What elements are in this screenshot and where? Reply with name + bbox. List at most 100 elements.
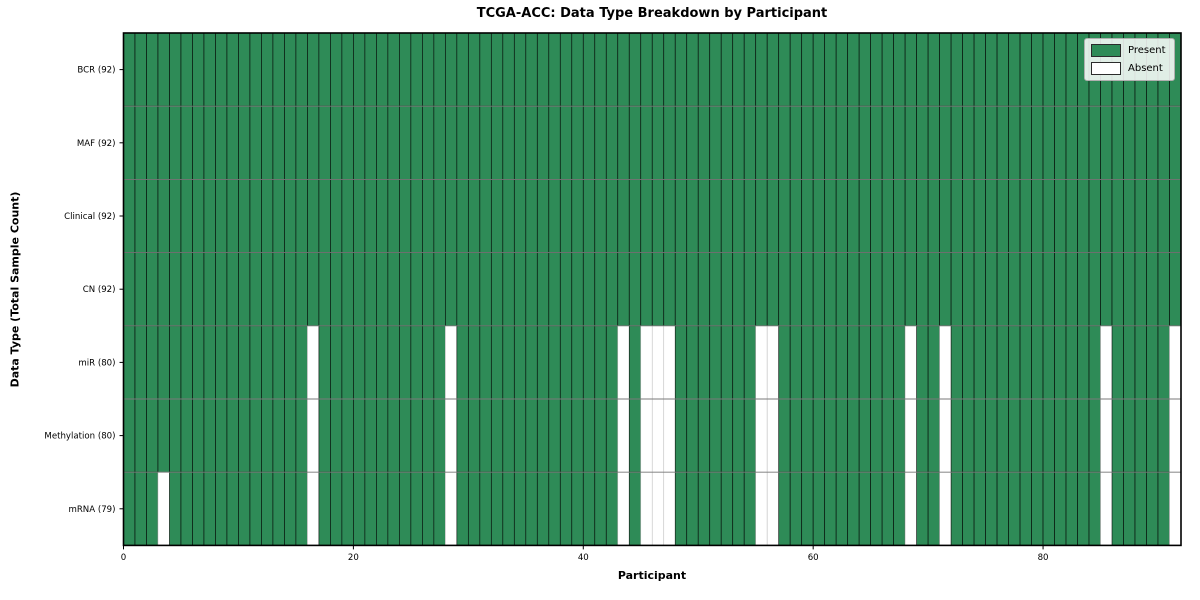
heatmap-cell <box>1065 179 1078 253</box>
heatmap-cell <box>1146 398 1159 473</box>
heatmap-cell <box>353 325 366 400</box>
heatmap-cell <box>330 179 343 253</box>
heatmap-cell <box>1146 471 1159 546</box>
heatmap-cell <box>180 398 193 473</box>
heatmap-cell <box>318 179 331 253</box>
heatmap-cell <box>571 325 584 400</box>
heatmap-cell <box>732 105 745 180</box>
heatmap-cell <box>571 252 584 327</box>
heatmap-cell <box>422 398 435 473</box>
heatmap-cell <box>778 105 791 180</box>
heatmap-cell <box>732 32 745 107</box>
heatmap-cell <box>444 105 458 180</box>
heatmap-cell <box>157 252 170 327</box>
heatmap-cell <box>847 32 860 107</box>
heatmap-cell <box>422 179 435 253</box>
heatmap-cell <box>330 32 343 107</box>
heatmap-cell <box>502 252 515 327</box>
heatmap-cell <box>674 179 688 253</box>
heatmap-cell <box>180 471 193 546</box>
heatmap-cell <box>433 325 446 400</box>
heatmap-cell <box>376 471 389 546</box>
heatmap-cell <box>605 398 619 473</box>
heatmap-cell <box>261 252 274 327</box>
heatmap-cell <box>1134 325 1147 400</box>
heatmap-cell <box>502 398 515 473</box>
heatmap-cell <box>651 179 665 253</box>
heatmap-cell <box>559 105 573 180</box>
heatmap-cell <box>1065 325 1078 400</box>
heatmap-cell <box>261 398 274 473</box>
heatmap-cell <box>881 325 894 400</box>
heatmap-cell <box>330 398 343 473</box>
heatmap-cell <box>812 252 826 327</box>
x-tick-label: 80 <box>1038 553 1049 563</box>
heatmap-cell <box>169 105 182 180</box>
heatmap-cell <box>387 179 400 253</box>
heatmap-cell <box>399 32 412 107</box>
heatmap-cell <box>548 398 561 473</box>
heatmap-cell <box>651 325 665 400</box>
heatmap-cell <box>996 32 1009 107</box>
heatmap-cell <box>330 105 343 180</box>
heatmap-cell <box>1008 325 1021 400</box>
chart-title: TCGA-ACC: Data Type Breakdown by Partici… <box>476 6 828 21</box>
heatmap-cell <box>479 398 492 473</box>
heatmap-cell <box>824 252 837 327</box>
heatmap-cell <box>479 105 492 180</box>
heatmap-cell <box>697 325 711 400</box>
heatmap-cell <box>307 179 320 253</box>
heatmap-cell <box>272 32 285 107</box>
heatmap-cell <box>801 32 814 107</box>
heatmap-cell <box>973 471 986 546</box>
heatmap-cell <box>146 32 159 107</box>
heatmap-cell <box>743 325 757 400</box>
heatmap-cell <box>904 32 917 107</box>
heatmap-cell <box>847 179 860 253</box>
heatmap-cell <box>697 179 711 253</box>
heatmap-cell <box>789 105 803 180</box>
heatmap-cell <box>1054 179 1067 253</box>
heatmap-cell <box>835 398 849 473</box>
heatmap-cell <box>307 32 320 107</box>
heatmap-cell <box>950 325 963 400</box>
heatmap-cell <box>284 325 297 400</box>
heatmap-cell <box>353 32 366 107</box>
heatmap-cell <box>1065 471 1078 546</box>
heatmap-cell <box>950 105 963 180</box>
heatmap-cell <box>881 252 894 327</box>
x-tick-label: 60 <box>808 553 819 563</box>
heatmap-cell <box>824 105 837 180</box>
heatmap-cell <box>766 325 779 400</box>
heatmap-cell <box>1123 398 1136 473</box>
heatmap-cell <box>341 471 354 546</box>
heatmap-cell <box>962 252 975 327</box>
heatmap-cell <box>824 471 837 546</box>
heatmap-cell <box>755 105 768 180</box>
heatmap-cell <box>364 32 377 107</box>
heatmap-cell <box>433 179 446 253</box>
heatmap-cell <box>284 398 297 473</box>
heatmap-cell <box>755 471 768 546</box>
heatmap-cell <box>927 105 940 180</box>
heatmap-cell <box>778 252 791 327</box>
heatmap-cell <box>1054 105 1067 180</box>
heatmap-cell <box>134 105 147 180</box>
heatmap-cell <box>801 105 814 180</box>
heatmap-cell <box>962 105 975 180</box>
heatmap-cell <box>559 471 573 546</box>
heatmap-cell <box>467 105 481 180</box>
heatmap-cell <box>1146 179 1159 253</box>
heatmap-cell <box>203 325 216 400</box>
legend-item-present: Present <box>1091 44 1166 57</box>
heatmap-cell <box>513 105 527 180</box>
heatmap-cell <box>651 32 665 107</box>
heatmap-cell <box>582 252 596 327</box>
heatmap-cell <box>962 32 975 107</box>
heatmap-cell <box>594 471 607 546</box>
heatmap-cell <box>445 325 458 400</box>
heatmap-cell <box>490 179 504 253</box>
heatmap-cell <box>870 105 883 180</box>
heatmap-cell <box>226 471 239 546</box>
heatmap-cell <box>249 252 262 327</box>
